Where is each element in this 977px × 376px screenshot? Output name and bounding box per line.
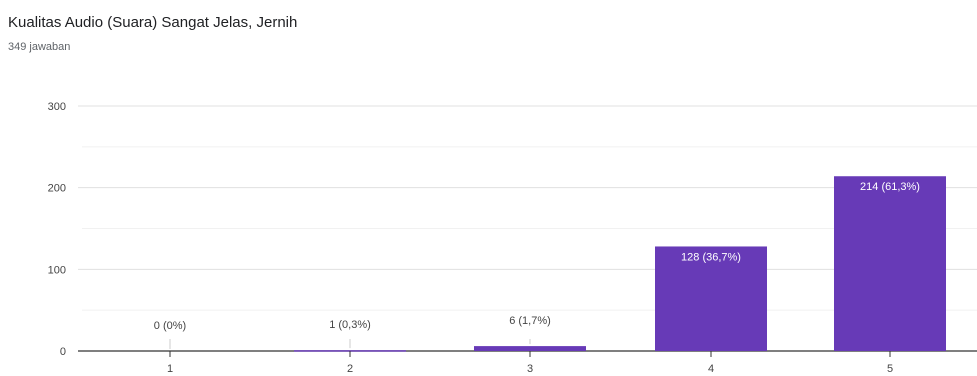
x-tick-label: 4 (708, 363, 714, 375)
x-tick-label: 3 (527, 363, 533, 375)
bar-5 (834, 176, 946, 351)
data-label-5: 214 (61,3%) (860, 181, 920, 193)
data-label-2: 1 (0,3%) (329, 319, 371, 331)
y-tick-label: 0 (60, 346, 66, 358)
bar-3 (474, 346, 586, 351)
data-label-3: 6 (1,7%) (509, 315, 551, 327)
gridlines (78, 105, 977, 352)
bar-2 (294, 350, 406, 352)
y-tick-label: 200 (48, 183, 66, 195)
x-tick-label: 1 (167, 363, 173, 375)
response-count: 349 jawaban (8, 41, 71, 53)
y-tick-label: 300 (48, 101, 66, 113)
bar-4 (655, 246, 767, 351)
data-labels: 0 (0%) 1 (0,3%) 6 (1,7%) 128 (36,7%) 214 (61… (154, 181, 920, 349)
data-label-4: 128 (36,7%) (681, 251, 741, 263)
chart-title: Kualitas Audio (Suara) Sangat Jelas, Jer… (8, 14, 298, 31)
bars (294, 176, 946, 352)
x-axis-ticks: 1 2 3 4 5 (167, 351, 893, 375)
x-tick-label: 2 (347, 363, 353, 375)
data-label-1: 0 (0%) (154, 320, 186, 332)
x-tick-label: 5 (887, 363, 893, 375)
y-tick-label: 100 (48, 264, 66, 276)
y-axis-ticks: 0 100 200 300 (48, 101, 66, 358)
